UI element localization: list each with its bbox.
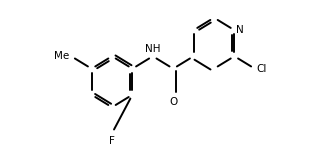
Text: O: O xyxy=(169,97,177,107)
Text: NH: NH xyxy=(145,44,160,54)
Text: N: N xyxy=(236,25,244,35)
Text: F: F xyxy=(109,136,115,146)
Text: Me: Me xyxy=(54,51,69,61)
Text: Cl: Cl xyxy=(257,64,267,74)
